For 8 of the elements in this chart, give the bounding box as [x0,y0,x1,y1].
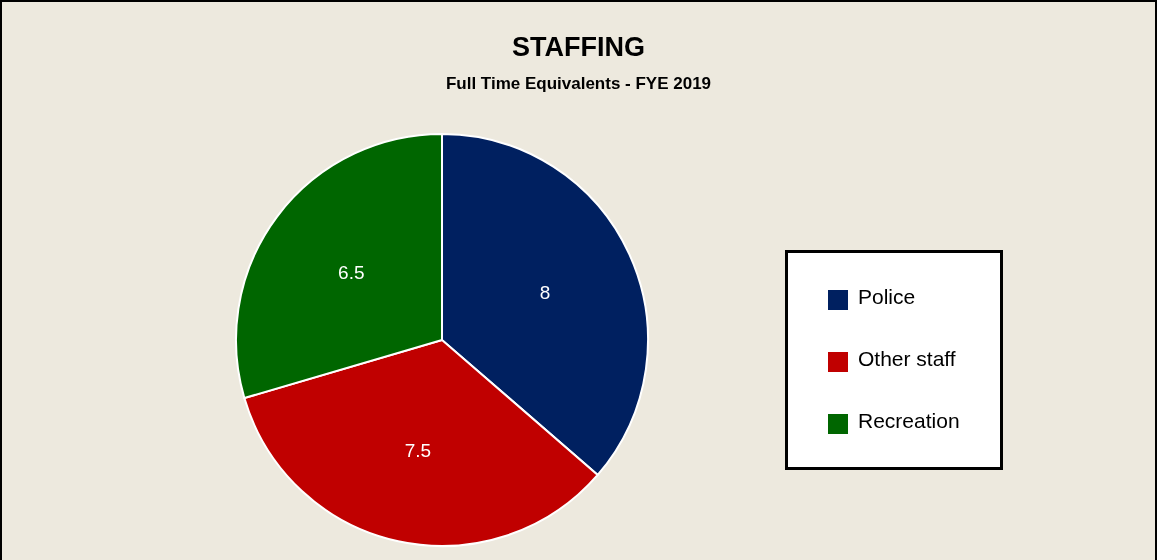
chart-title: STAFFING [511,32,646,63]
data-label: 7.5 [404,440,432,462]
legend-label: Other staff [858,347,956,370]
legend-label: Police [858,285,916,308]
chart-subtitle: Full Time Equivalents - FYE 2019 [444,74,713,94]
data-label: 6.5 [338,261,365,283]
legend-label: Recreation [858,409,960,432]
data-label: 8 [539,282,551,304]
